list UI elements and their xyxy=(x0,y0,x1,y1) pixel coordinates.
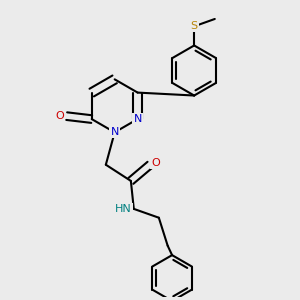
Text: O: O xyxy=(152,158,160,168)
Text: O: O xyxy=(55,111,64,121)
Text: S: S xyxy=(190,21,198,31)
Text: HN: HN xyxy=(115,204,132,214)
Text: N: N xyxy=(110,127,119,137)
Text: N: N xyxy=(134,114,142,124)
